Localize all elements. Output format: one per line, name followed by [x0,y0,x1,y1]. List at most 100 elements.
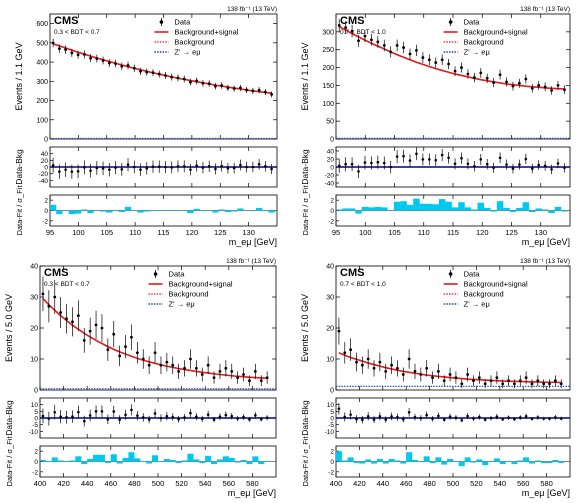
x-tick-label: 420 [57,479,70,488]
ratio-point [47,417,51,420]
pull-bar [252,456,259,462]
ratio-point [118,418,121,422]
ratio-point [220,164,223,168]
legend-label: Z' → eμ [464,300,490,309]
ratio-point [195,164,198,167]
pull-bar [406,452,413,462]
y-tick-label: 500 [36,40,48,47]
data-point [189,357,192,361]
ratio-point [434,158,438,162]
pull-bar [255,207,263,211]
ratio-point [413,415,417,419]
data-point [76,53,80,57]
ratio-point [132,165,136,169]
data-point [71,320,74,324]
ratio-point [259,417,263,421]
data-point [59,311,63,314]
pull-bar [541,209,549,211]
data-point [501,382,505,386]
x-tick-label: 460 [400,479,413,488]
data-point [145,70,149,74]
ratio-point [157,165,161,168]
pull-bar [112,210,119,212]
ratio-point [421,158,425,161]
ratio-point [361,418,364,422]
x-tick-label: 520 [175,479,188,488]
pull-bar [458,461,465,467]
pull-bar [169,459,176,462]
x-tick-label: 440 [81,479,94,488]
pull-bar [116,461,123,464]
category-label: 0.3 < BDT < 0.7 [54,29,100,36]
data-point [171,363,175,367]
ratio-point [106,418,110,421]
data-point [89,56,92,60]
data-point [214,84,217,88]
ratio-axis-title: Data-Bkg [4,400,14,436]
pull-bar [382,461,389,464]
ratio-tick-label: -20 [39,171,49,178]
pull-bar [348,208,356,211]
data-point [466,373,470,376]
pull-tick-label: 2 [44,198,48,205]
ratio-point [83,166,86,169]
pull-bar [471,209,478,211]
pull-bar [464,207,472,211]
pull-bar [534,460,541,462]
data-point [94,323,98,327]
data-point [120,64,124,68]
pull-bar [548,210,555,214]
pull-bar [505,460,512,462]
x-tick-label: 130 [242,228,255,237]
x-tick-label: 420 [353,479,366,488]
data-point [65,317,68,321]
pull-bar [240,459,247,462]
y-tick-label: 200 [36,98,48,105]
lumi-label: 138 fb⁻¹ (13 TeV) [227,6,277,13]
pull-bar [69,460,76,462]
ratio-point [77,410,80,414]
x-tick-label: 110 [418,228,430,237]
pull-bar [268,210,275,213]
ratio-point [390,415,393,418]
data-point [182,77,186,81]
data-point [201,81,205,85]
data-point [207,82,211,86]
pull-bar [149,209,157,211]
ratio-point [189,411,192,415]
ratio-point [58,170,61,173]
data-point [472,76,476,79]
ratio-point [214,167,217,171]
pull-bar [237,208,244,211]
data-point [170,75,174,79]
ratio-point [524,157,528,161]
data-point [442,379,446,383]
legend-label: Background+signal [464,280,528,289]
ratio-point [492,166,495,170]
pull-bar [423,456,430,462]
ratio-point [401,418,405,421]
data-point [436,370,440,373]
ratio-point [431,417,434,421]
y-axis-title: Events / 5.0 GeV [4,294,14,362]
data-point [238,86,242,90]
pull-bar [451,207,459,211]
pull-bar [175,461,182,464]
data-point [517,81,521,85]
pull-bar [222,456,229,462]
ratio-point [120,168,124,171]
pull-bar [394,460,401,462]
pull-bar [546,461,553,464]
pull-bar [452,460,459,462]
data-point [226,86,230,90]
pull-bar [342,208,349,211]
data-point [372,366,376,370]
data-point [448,373,452,376]
ratio-point [454,416,458,420]
pull-bar [368,207,375,211]
data-point [419,373,423,376]
x-axis-title: m_eμ [GeV] [228,488,276,498]
pull-bar [110,454,117,462]
ratio-point [382,161,386,165]
data-point [344,26,348,29]
